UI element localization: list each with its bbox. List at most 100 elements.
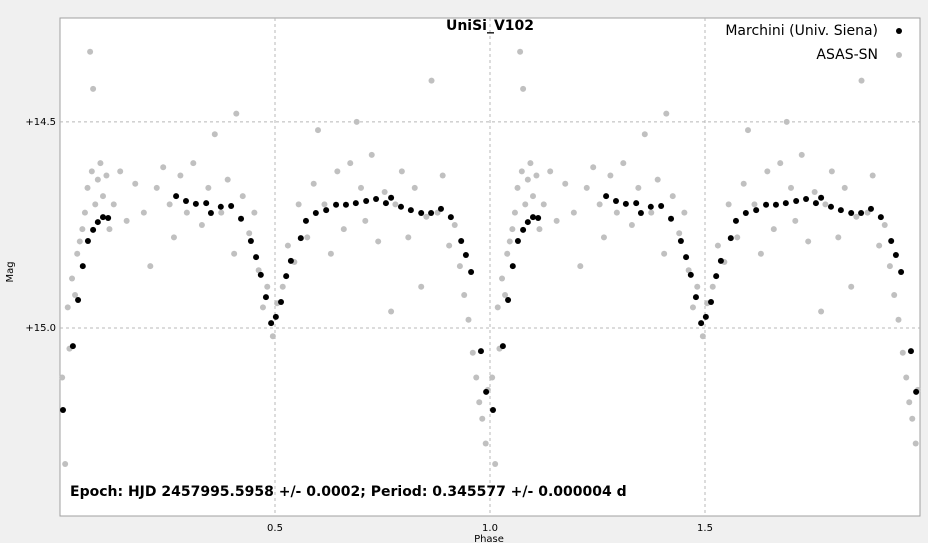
data-point <box>499 343 506 350</box>
data-point <box>428 77 435 84</box>
data-point <box>79 263 86 270</box>
data-point <box>81 209 88 216</box>
data-point <box>699 333 706 340</box>
data-point <box>891 292 898 299</box>
data-point <box>411 184 418 191</box>
data-point <box>668 215 675 222</box>
data-point <box>353 118 360 125</box>
data-point <box>895 316 902 323</box>
data-point <box>183 209 190 216</box>
y-tick-label: +14.5 <box>25 117 56 128</box>
data-point <box>633 200 640 207</box>
data-point <box>469 349 476 356</box>
data-point <box>577 263 584 270</box>
data-point <box>428 209 435 216</box>
data-point <box>117 168 124 175</box>
data-point <box>709 283 716 290</box>
data-point <box>92 201 99 208</box>
data-point <box>76 238 83 245</box>
data-point <box>456 263 463 270</box>
data-point <box>805 238 812 245</box>
data-point <box>192 200 199 207</box>
data-point <box>725 201 732 208</box>
data-point <box>903 374 910 381</box>
data-point <box>687 271 694 278</box>
data-point <box>509 263 516 270</box>
grid <box>60 18 920 516</box>
data-point <box>658 202 665 209</box>
data-point <box>140 209 147 216</box>
data-point <box>64 304 71 311</box>
data-point <box>702 313 709 320</box>
data-point <box>79 226 86 233</box>
data-point <box>287 257 294 264</box>
data-point <box>255 267 262 274</box>
data-point <box>692 294 699 301</box>
data-point <box>613 209 620 216</box>
data-point <box>877 214 884 221</box>
data-point <box>69 275 76 282</box>
data-point <box>603 193 610 200</box>
data-point <box>792 217 799 224</box>
data-point <box>848 209 855 216</box>
data-point <box>418 283 425 290</box>
data-point <box>439 172 446 179</box>
y-tick-label: +15.0 <box>25 323 56 334</box>
data-point <box>363 198 370 205</box>
data-point <box>397 203 404 210</box>
data-point <box>451 221 458 228</box>
data-point <box>898 268 905 275</box>
data-point <box>90 85 97 92</box>
data-point <box>763 201 770 208</box>
data-point <box>203 200 210 207</box>
data-point <box>620 160 627 167</box>
data-point <box>302 217 309 224</box>
data-point <box>596 201 603 208</box>
data-point <box>69 343 76 350</box>
data-point <box>708 299 715 306</box>
data-point <box>490 407 497 414</box>
data-point <box>511 209 518 216</box>
annotation: Epoch: HJD 2457995.5958 +/- 0.0002; Peri… <box>70 484 627 500</box>
data-point <box>553 217 560 224</box>
data-point <box>881 221 888 228</box>
data-point <box>745 127 751 134</box>
data-point <box>822 201 829 208</box>
data-point <box>284 242 291 249</box>
data-point <box>533 172 540 179</box>
data-point <box>770 226 777 233</box>
data-point <box>257 271 264 278</box>
data-point <box>502 292 509 299</box>
data-point <box>347 160 354 167</box>
data-point <box>641 131 648 138</box>
data-point <box>867 205 874 212</box>
data-point <box>547 168 554 175</box>
data-point <box>818 194 825 201</box>
data-point <box>259 304 266 311</box>
data-point <box>375 238 382 245</box>
data-point <box>713 273 720 280</box>
data-point <box>906 399 913 406</box>
data-point <box>698 320 705 327</box>
data-point <box>465 316 472 323</box>
data-point <box>106 226 113 233</box>
data-point <box>522 201 529 208</box>
data-point <box>530 214 536 221</box>
data-point <box>504 250 511 257</box>
data-point <box>734 234 741 241</box>
data-point <box>398 168 405 175</box>
data-point <box>505 296 512 303</box>
data-point <box>218 209 225 216</box>
data-point <box>793 198 800 205</box>
data-point <box>233 110 240 117</box>
data-point <box>837 207 844 214</box>
data-point <box>492 461 499 468</box>
data-point <box>689 304 696 311</box>
data-point <box>253 254 260 261</box>
data-point <box>304 234 311 241</box>
data-point <box>207 209 214 216</box>
data-point <box>489 374 496 381</box>
points <box>59 48 921 468</box>
data-point <box>312 209 319 216</box>
data-point <box>74 250 81 257</box>
